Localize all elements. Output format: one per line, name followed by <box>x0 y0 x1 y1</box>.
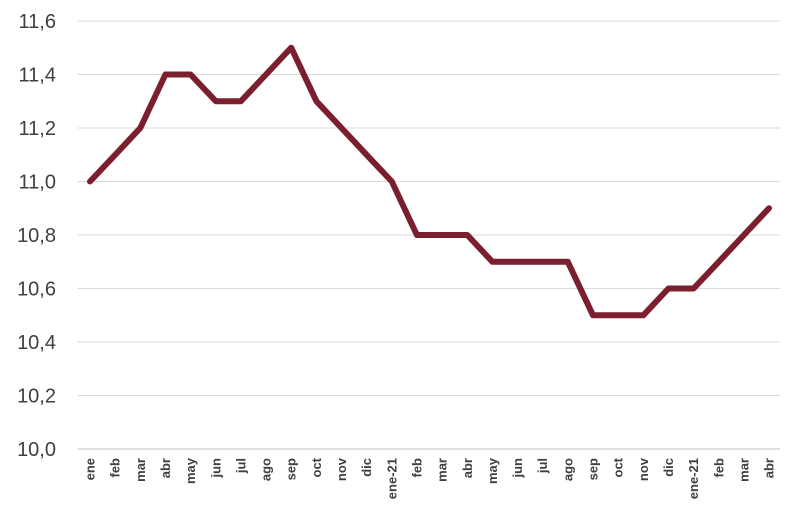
x-tick-label: jul <box>535 458 550 474</box>
x-tick-label: oct <box>611 457 626 477</box>
x-tick-label: nov <box>334 457 349 481</box>
x-tick-label: abr <box>158 458 173 478</box>
y-tick-label: 11,2 <box>19 118 56 140</box>
y-tick-label: 10,6 <box>17 279 56 301</box>
gridlines <box>78 20 780 396</box>
x-tick-label: abr <box>460 458 475 478</box>
y-tick-label: 11,6 <box>19 11 56 33</box>
x-tick-label: dic <box>359 458 374 477</box>
x-tick-label: ene-21 <box>384 458 399 499</box>
x-tick-label: mar <box>736 458 751 482</box>
y-tick-label: 10,4 <box>17 332 56 354</box>
x-tick-label: feb <box>711 458 726 478</box>
x-tick-label: abr <box>762 458 777 478</box>
x-tick-label: ene-21 <box>686 458 701 499</box>
y-tick-label: 11,4 <box>19 65 56 87</box>
y-tick-label: 11,0 <box>19 172 56 194</box>
x-tick-label: ago <box>259 458 274 481</box>
x-tick-label: nov <box>636 457 651 481</box>
x-tick-label: oct <box>309 457 324 477</box>
x-tick-label: jun <box>208 458 223 479</box>
x-axis-tick-labels: ene feb mar abr may jun jul ago sep oct nov dic ene-… <box>83 457 777 499</box>
x-tick-label: feb <box>108 458 123 478</box>
y-tick-label: 10,0 <box>17 439 56 461</box>
x-tick-label: ago <box>560 458 575 481</box>
x-tick-label: may <box>183 457 198 484</box>
x-tick-label: jul <box>233 458 248 474</box>
x-tick-label: ene <box>83 458 98 480</box>
x-tick-label: sep <box>284 458 299 480</box>
x-tick-label: mar <box>435 458 450 482</box>
series-layer <box>87 44 772 319</box>
x-tick-label: sep <box>586 458 601 480</box>
series-line <box>87 44 772 319</box>
x-tick-label: dic <box>661 458 676 477</box>
x-tick-label: may <box>485 457 500 484</box>
y-axis-tick-labels: 10,0 10,2 10,4 10,6 10,8 11,0 11,2 11,4 11,6 <box>17 11 56 461</box>
x-tick-label: mar <box>133 458 148 482</box>
x-tick-label: jun <box>510 458 525 479</box>
y-tick-label: 10,2 <box>17 386 56 408</box>
y-tick-label: 10,8 <box>17 225 56 247</box>
x-tick-label: feb <box>409 458 424 478</box>
